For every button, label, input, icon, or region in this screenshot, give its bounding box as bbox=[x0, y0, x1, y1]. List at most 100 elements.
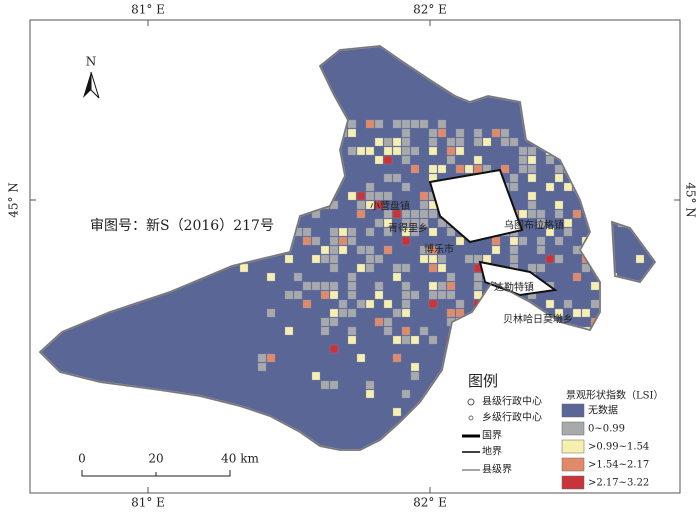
lsi-legend: 无数据 0~0.99 >0.99~1.54 >1.54~2.17 >2.17~3.22 bbox=[561, 404, 649, 490]
scale-label: 20 bbox=[148, 452, 163, 466]
cell bbox=[590, 299, 600, 309]
cell bbox=[383, 146, 393, 156]
cell bbox=[365, 299, 375, 309]
cell bbox=[536, 263, 546, 273]
lsi-label: >2.17~3.22 bbox=[588, 478, 649, 489]
cell bbox=[392, 272, 402, 282]
cell bbox=[374, 281, 384, 291]
cell bbox=[401, 299, 411, 309]
cell bbox=[329, 227, 339, 237]
cell bbox=[311, 236, 321, 246]
cell bbox=[509, 236, 519, 246]
cell bbox=[257, 353, 267, 363]
cell bbox=[572, 308, 582, 318]
cell bbox=[446, 146, 456, 156]
cell bbox=[527, 155, 537, 165]
cell bbox=[302, 227, 312, 237]
cell bbox=[500, 137, 510, 147]
cell bbox=[419, 326, 429, 336]
cell bbox=[293, 290, 303, 300]
cell bbox=[527, 173, 537, 183]
cell bbox=[419, 119, 429, 129]
review-number: 审图号：新S（2016）217号 bbox=[90, 218, 274, 234]
cell bbox=[428, 164, 438, 174]
cell bbox=[329, 281, 339, 291]
cell bbox=[473, 290, 483, 300]
lsi-label: 0~0.99 bbox=[588, 424, 625, 435]
cell bbox=[284, 290, 294, 300]
cell bbox=[338, 299, 348, 309]
cell bbox=[320, 317, 330, 327]
cell bbox=[383, 155, 393, 165]
cell bbox=[356, 200, 366, 210]
lsi-swatch bbox=[561, 475, 585, 490]
cell bbox=[266, 308, 276, 318]
cell bbox=[437, 290, 447, 300]
cell bbox=[311, 254, 321, 264]
cell bbox=[356, 209, 366, 219]
cell bbox=[464, 254, 474, 264]
cell bbox=[392, 137, 402, 147]
cell bbox=[266, 353, 276, 363]
cell bbox=[401, 236, 411, 246]
cell bbox=[437, 164, 447, 174]
cell bbox=[491, 128, 501, 138]
lsi-swatch bbox=[561, 421, 585, 436]
cell bbox=[365, 182, 375, 192]
cell bbox=[545, 299, 555, 309]
cell bbox=[401, 155, 411, 165]
legend-symbol bbox=[468, 415, 474, 421]
cell bbox=[455, 299, 465, 309]
cell bbox=[437, 119, 447, 129]
cell bbox=[401, 137, 411, 147]
cell bbox=[437, 281, 447, 291]
cell bbox=[365, 254, 375, 264]
cell bbox=[428, 263, 438, 273]
cell bbox=[347, 146, 357, 156]
cell bbox=[518, 209, 528, 219]
cell bbox=[356, 263, 366, 273]
cell bbox=[356, 146, 366, 156]
cell bbox=[419, 254, 429, 264]
cell bbox=[437, 254, 447, 264]
cell bbox=[428, 254, 438, 264]
cell bbox=[320, 281, 330, 291]
cell bbox=[536, 209, 546, 219]
cell bbox=[401, 335, 411, 345]
cell bbox=[284, 254, 294, 264]
cell bbox=[374, 317, 384, 327]
lon-label: 82° E bbox=[413, 3, 447, 17]
cell bbox=[500, 128, 510, 138]
cell bbox=[527, 209, 537, 219]
cell bbox=[392, 119, 402, 129]
cell bbox=[329, 290, 339, 300]
cell bbox=[446, 290, 456, 300]
cell bbox=[455, 146, 465, 156]
cell bbox=[428, 209, 438, 219]
place: 博乐市 bbox=[424, 243, 454, 256]
cell bbox=[311, 281, 321, 291]
cell bbox=[365, 245, 375, 255]
cell bbox=[446, 155, 456, 165]
cell bbox=[383, 209, 393, 219]
cell bbox=[455, 137, 465, 147]
cell bbox=[401, 119, 411, 129]
cell bbox=[365, 227, 375, 237]
cell bbox=[401, 218, 411, 228]
cell bbox=[320, 245, 330, 255]
cell bbox=[428, 137, 438, 147]
cell bbox=[554, 308, 564, 318]
cell bbox=[401, 389, 411, 399]
cell bbox=[410, 218, 420, 228]
cell bbox=[392, 209, 402, 219]
cell bbox=[455, 308, 465, 318]
cell bbox=[329, 236, 339, 246]
cell bbox=[473, 164, 483, 174]
place: 青得里乡 bbox=[388, 222, 428, 235]
cell bbox=[545, 227, 555, 237]
cell bbox=[473, 155, 483, 165]
cell bbox=[320, 254, 330, 264]
cell bbox=[518, 155, 528, 165]
cell bbox=[554, 164, 564, 174]
